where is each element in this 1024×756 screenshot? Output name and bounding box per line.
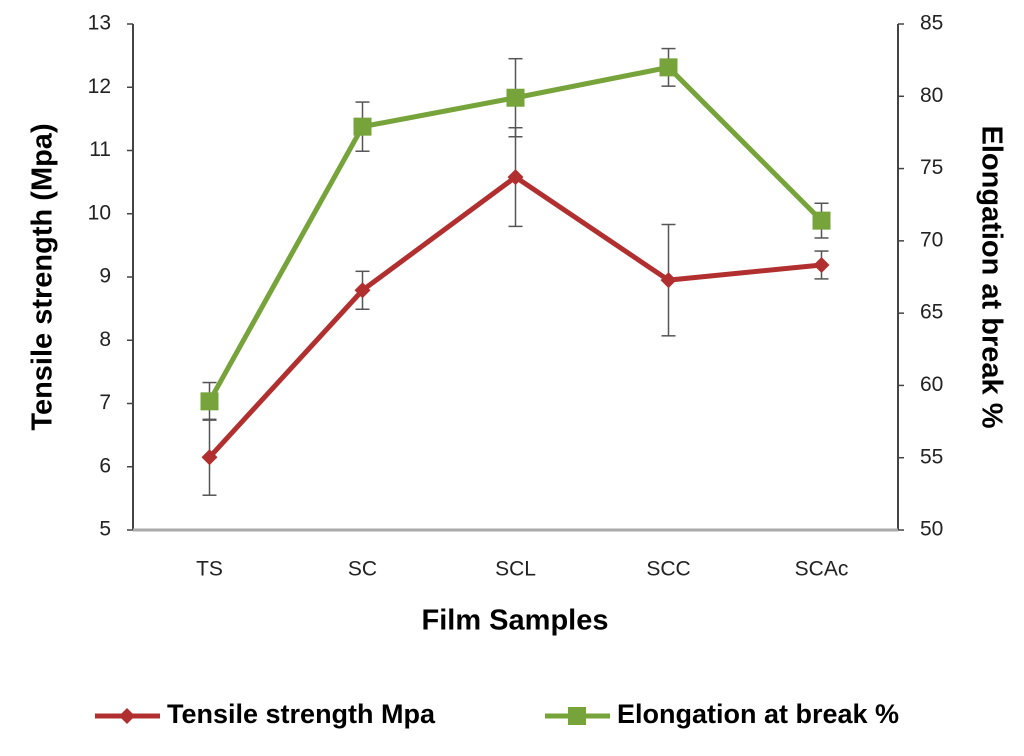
y-tick-label: 13 bbox=[88, 12, 111, 35]
y2-tick-label: 70 bbox=[920, 228, 943, 251]
y2-tick-label: 55 bbox=[920, 445, 943, 468]
x-tick-label: SCAc bbox=[795, 558, 849, 581]
marker bbox=[507, 169, 524, 186]
y-tick-label: 8 bbox=[99, 328, 111, 351]
y2-axis-title: Elongation at break % bbox=[975, 126, 1007, 429]
y-tick-label: 7 bbox=[99, 391, 111, 414]
marker bbox=[659, 58, 678, 77]
y-tick-label: 11 bbox=[89, 138, 111, 161]
marker bbox=[813, 256, 830, 273]
x-tick-label: SCL bbox=[495, 558, 536, 581]
marker bbox=[812, 211, 831, 230]
marker bbox=[353, 117, 372, 136]
legend-label: Elongation at break % bbox=[617, 699, 899, 729]
marker bbox=[354, 282, 371, 299]
marker bbox=[201, 449, 218, 466]
x-tick-label: TS bbox=[196, 558, 223, 581]
y-tick-label: 12 bbox=[88, 75, 111, 98]
y-tick-label: 5 bbox=[99, 518, 111, 541]
y2-tick-label: 75 bbox=[920, 156, 943, 179]
x-axis-title: Film Samples bbox=[422, 605, 609, 637]
y2-tick-label: 60 bbox=[920, 373, 943, 396]
legend-marker bbox=[568, 707, 586, 725]
marker bbox=[200, 392, 219, 411]
y2-tick-label: 50 bbox=[920, 518, 943, 541]
y-tick-label: 10 bbox=[88, 201, 111, 224]
y-tick-label: 6 bbox=[99, 454, 111, 477]
y-tick-label: 9 bbox=[99, 265, 111, 288]
y2-tick-label: 65 bbox=[920, 301, 943, 324]
y-axis-title: Tensile strength (Mpa) bbox=[27, 123, 59, 430]
x-tick-label: SC bbox=[348, 558, 377, 581]
y2-tick-label: 80 bbox=[920, 84, 943, 107]
marker bbox=[660, 272, 677, 289]
marker bbox=[506, 88, 525, 107]
y2-tick-label: 85 bbox=[920, 12, 943, 35]
legend-label: Tensile strength Mpa bbox=[167, 699, 436, 729]
x-tick-label: SCC bbox=[646, 558, 690, 581]
legend-marker bbox=[119, 708, 135, 724]
